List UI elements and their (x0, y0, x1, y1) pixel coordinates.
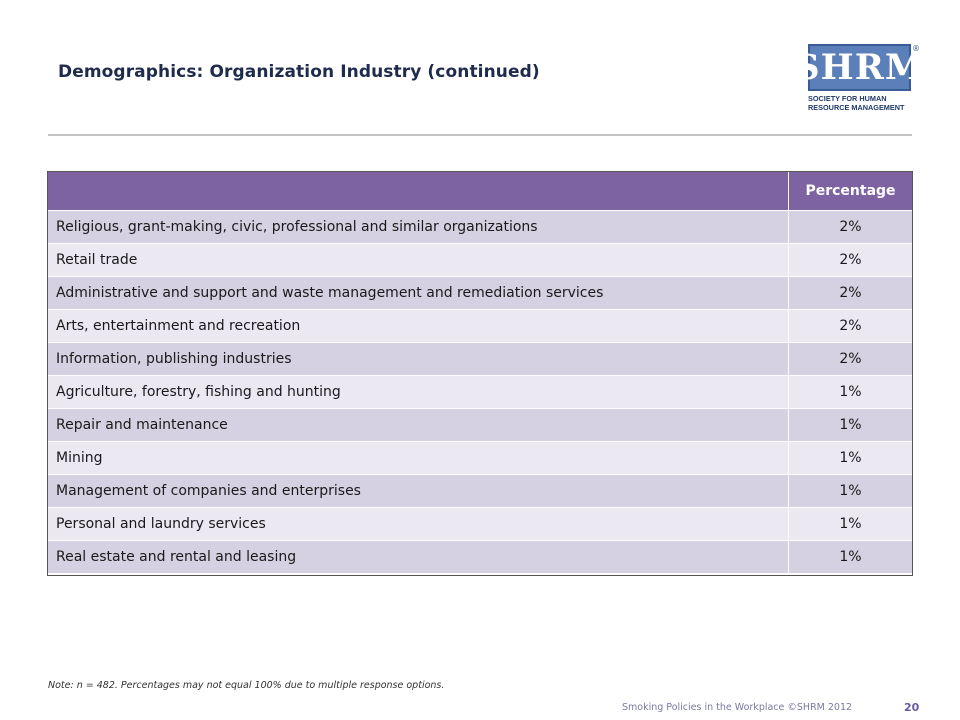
percentage-cell: 1% (788, 474, 913, 508)
slide-title: Demographics: Organization Industry (con… (58, 62, 540, 82)
registered-mark: ® (912, 44, 920, 53)
industry-label-cell: Arts, entertainment and recreation (47, 309, 789, 343)
table-row: Religious, grant-making, civic, professi… (47, 210, 913, 244)
logo-text: SHRM (794, 47, 925, 88)
percentage-cell: 2% (788, 243, 913, 277)
percentage-cell: 1% (788, 375, 913, 409)
industry-label-cell: Repair and maintenance (47, 408, 789, 442)
percentage-cell: 1% (788, 507, 913, 541)
percentage-cell: 2% (788, 210, 913, 244)
industry-label-cell: Administrative and support and waste man… (47, 276, 789, 310)
table-row: Mining 1% (47, 441, 913, 475)
table-row: Administrative and support and waste man… (47, 276, 913, 310)
header-label-cell (47, 171, 789, 211)
table-row: Information, publishing industries 2% (47, 342, 913, 376)
industry-label-cell: Retail trade (47, 243, 789, 277)
industry-label-cell: Agriculture, forestry, fishing and hunti… (47, 375, 789, 409)
shrm-logo: SHRM ® SOCIETY FOR HUMAN RESOURCE MANAGE… (794, 44, 924, 112)
table-row: Retail trade 2% (47, 243, 913, 277)
footer-text: Smoking Policies in the Workplace ©SHRM … (622, 702, 853, 713)
header-percentage-cell: Percentage (788, 171, 913, 211)
industry-label-cell: Personal and laundry services (47, 507, 789, 541)
logo-subtitle-line2: RESOURCE MANAGEMENT (808, 103, 905, 112)
percentage-cell: 2% (788, 309, 913, 343)
table-row: Agriculture, forestry, fishing and hunti… (47, 375, 913, 409)
logo-subtitle-line1: SOCIETY FOR HUMAN (808, 94, 887, 103)
table-row: Management of companies and enterprises 1… (47, 474, 913, 508)
industry-table: Percentage Religious, grant-making, civi… (47, 171, 913, 574)
logo-box: SHRM (794, 44, 924, 91)
page-number: 20 (904, 701, 920, 714)
table-header-row: Percentage (47, 171, 913, 211)
industry-label-cell: Management of companies and enterprises (47, 474, 789, 508)
industry-label-cell: Information, publishing industries (47, 342, 789, 376)
industry-label-cell: Real estate and rental and leasing (47, 540, 789, 574)
table-row: Real estate and rental and leasing 1% (47, 540, 913, 574)
title-divider (48, 134, 912, 136)
table-row: Arts, entertainment and recreation 2% (47, 309, 913, 343)
industry-label-cell: Mining (47, 441, 789, 475)
percentage-cell: 1% (788, 441, 913, 475)
footnote: Note: n = 482. Percentages may not equal… (48, 680, 445, 691)
percentage-cell: 1% (788, 408, 913, 442)
logo-subtitle: SOCIETY FOR HUMAN RESOURCE MANAGEMENT (808, 94, 918, 112)
table-body: Religious, grant-making, civic, professi… (47, 210, 913, 574)
table-row: Repair and maintenance 1% (47, 408, 913, 442)
percentage-cell: 2% (788, 342, 913, 376)
industry-label-cell: Religious, grant-making, civic, professi… (47, 210, 789, 244)
percentage-cell: 2% (788, 276, 913, 310)
percentage-cell: 1% (788, 540, 913, 574)
table-row: Personal and laundry services 1% (47, 507, 913, 541)
